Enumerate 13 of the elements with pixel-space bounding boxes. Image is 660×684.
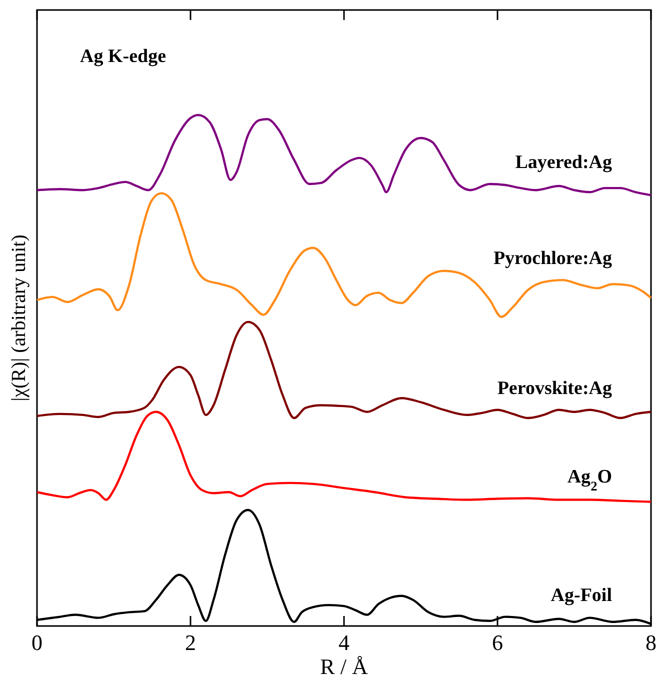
x-tick-label: 4: [338, 630, 350, 655]
series-label: Ag-Foil: [550, 584, 612, 606]
chart-title: Ag K-edge: [80, 46, 166, 67]
series-label: Perovskite:Ag: [497, 378, 612, 399]
series-label: Pyrochlore:Ag: [493, 248, 612, 270]
y-axis-title: |χ(R)| (arbitrary unit): [8, 234, 30, 402]
x-axis-title: R / Å: [320, 654, 368, 679]
series-label: Ag$_{2}$O: [567, 466, 612, 493]
x-tick-label: 0: [32, 630, 42, 655]
series-label: Layered:Ag: [515, 152, 612, 173]
x-tick-label: 8: [646, 630, 656, 655]
x-tick-label: 2: [185, 630, 196, 655]
x-tick-label: 6: [492, 630, 503, 655]
